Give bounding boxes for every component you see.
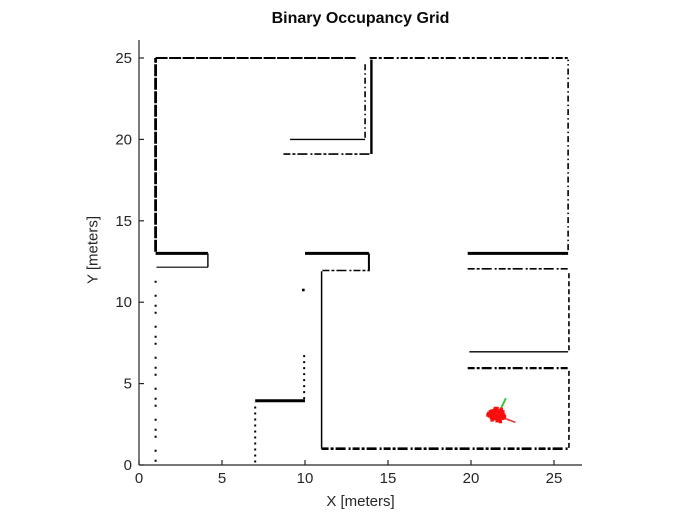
x-tick-label: 0: [135, 470, 143, 487]
y-tick-label: 20: [115, 131, 132, 148]
y-tick-label: 25: [115, 50, 132, 67]
robot-particle: [502, 414, 507, 419]
occupied-cell-dot: [302, 288, 305, 292]
y-tick-label: 5: [124, 376, 132, 393]
robot-particle: [495, 406, 499, 411]
y-axis-label: Y [meters]: [84, 215, 102, 285]
robot-particle: [501, 410, 505, 414]
chart-title: Binary Occupancy Grid: [271, 10, 450, 27]
y-tick-label: 10: [115, 294, 132, 311]
x-tick-label: 15: [380, 470, 397, 487]
robot-particle: [498, 419, 503, 424]
y-tick-label: 15: [115, 213, 132, 230]
y-tick-label: 0: [124, 457, 132, 474]
robot-particle: [497, 417, 501, 421]
x-axis-label: X [meters]: [326, 493, 395, 510]
x-tick-label: 20: [463, 470, 480, 487]
robot-particle: [490, 418, 494, 422]
x-tick-label: 25: [546, 470, 563, 487]
x-tick-label: 5: [218, 470, 226, 487]
x-tick-label: 10: [297, 470, 314, 487]
robot-particle: [499, 407, 503, 412]
robot-particle: [493, 416, 498, 420]
robot-particle: [492, 410, 496, 415]
robot-particle: [494, 410, 498, 414]
